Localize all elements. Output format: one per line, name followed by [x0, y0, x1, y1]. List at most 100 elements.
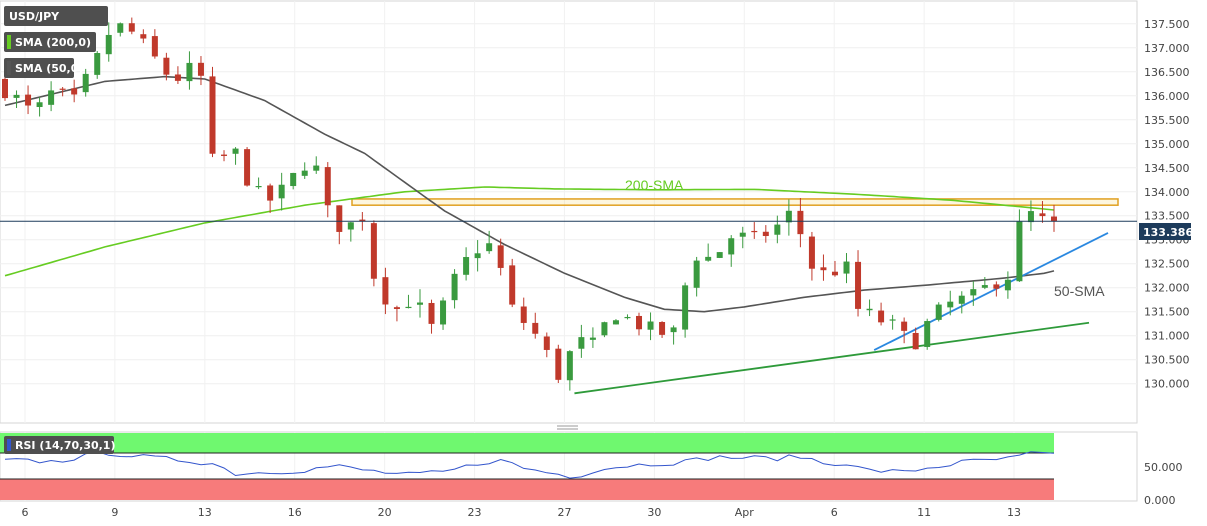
candle-body [543, 336, 550, 350]
candle-body [267, 185, 274, 201]
candle-body [347, 222, 354, 230]
candle-body [1004, 279, 1011, 291]
candle-body [94, 53, 101, 75]
candle-body [843, 261, 850, 274]
main-panel: 137.500 137.000 136.500 136.000 135.500 135.0… [0, 0, 1193, 424]
price-tick-label: 137.000 [1144, 42, 1190, 55]
price-tick-label: 130.500 [1144, 354, 1190, 367]
short-uptrend-line [873, 232, 1109, 351]
sma-200-annotation: 200-SMA [625, 177, 684, 193]
candle-body [301, 170, 308, 176]
candle-body [25, 94, 32, 106]
rsi-tick-label: 0.000 [1144, 494, 1176, 507]
trend-lines [574, 232, 1109, 395]
candle-body [659, 321, 666, 335]
candle-body [1051, 216, 1057, 222]
sma-50-label: SMA (50,0) [15, 62, 83, 75]
last-price-value: 133.386 [1143, 226, 1193, 239]
instrument-label: USD/JPY [9, 10, 60, 23]
candle-body [278, 184, 285, 199]
candle-body [186, 62, 193, 82]
candle-body [313, 165, 320, 171]
candle-body [1016, 221, 1023, 282]
candle-body [647, 321, 654, 330]
candle-body [589, 337, 596, 340]
price-tick-label: 131.000 [1144, 330, 1190, 343]
time-tick-label: 27 [557, 506, 571, 519]
candle-body [48, 90, 55, 105]
candle-body [451, 273, 458, 301]
resistance-box [351, 198, 1119, 206]
candle-body [221, 154, 228, 156]
candle-body [13, 94, 20, 98]
last-price-badge: 133.386 [1139, 223, 1193, 240]
sma-50-badge[interactable]: SMA (50,0) [4, 58, 83, 78]
time-tick-label: Apr [735, 506, 755, 519]
candle-body [497, 245, 504, 268]
candle-body [958, 295, 965, 304]
candle-body [2, 78, 8, 99]
rsi-badge[interactable]: RSI (14,70,30,1) [4, 436, 115, 454]
candle-body [808, 236, 815, 269]
price-tick-label: 136.000 [1144, 90, 1190, 103]
price-tick-label: 130.000 [1144, 378, 1190, 391]
price-tick-label: 131.500 [1144, 306, 1190, 319]
candle-body [705, 256, 712, 261]
candle-body [797, 210, 804, 235]
candle-body [244, 149, 251, 186]
candle-body [935, 304, 942, 320]
candle-body [474, 253, 481, 259]
price-tick-label: 134.000 [1144, 186, 1190, 199]
candle-body [336, 205, 343, 232]
candle-body [981, 285, 988, 288]
candle-body [947, 301, 954, 308]
candle-body [912, 332, 919, 350]
sma-200-badge[interactable]: SMA (200,0) [4, 32, 96, 52]
price-tick-label: 134.500 [1144, 162, 1190, 175]
candle-body [682, 285, 689, 330]
time-axis: 6 9 13 16 20 23 27 30 Apr 6 11 13 [21, 506, 1021, 519]
sma-50-annotation: 50-SMA [1054, 283, 1105, 299]
candle-body [578, 337, 585, 349]
candle-body [716, 252, 723, 258]
rsi-tick-label: 50.000 [1144, 461, 1183, 474]
candle-body [728, 238, 735, 255]
instrument-badge[interactable]: USD/JPY [4, 6, 108, 26]
candle-body [636, 315, 643, 330]
time-tick-label: 23 [468, 506, 482, 519]
price-tick-label: 135.000 [1144, 138, 1190, 151]
candle-body [197, 62, 204, 76]
rsi-panel: RSI (14,70,30,1) 50.000 0.000 [0, 431, 1183, 507]
price-tick-label: 133.500 [1144, 210, 1190, 223]
candle-body [555, 348, 562, 380]
sma-200-line [4, 186, 1055, 277]
candle-body [440, 300, 447, 325]
candle-body [820, 267, 827, 271]
candle-body [1027, 211, 1034, 223]
candle-body [831, 271, 838, 276]
time-tick-label: 16 [288, 506, 302, 519]
candlesticks [2, 17, 1057, 391]
sma-200-label: SMA (200,0) [15, 36, 91, 49]
candle-body [209, 76, 216, 154]
candle-body [924, 321, 931, 347]
panel-resize-handle[interactable] [557, 425, 578, 430]
time-tick-label: 20 [378, 506, 392, 519]
candle-body [36, 102, 43, 108]
resistance-zone [351, 198, 1119, 206]
candle-body [532, 322, 539, 334]
candle-body [255, 186, 262, 188]
time-tick-label: 9 [111, 506, 118, 519]
candle-body [670, 327, 677, 333]
price-tick-label: 132.500 [1144, 258, 1190, 271]
candle-body [140, 34, 147, 39]
candle-body [785, 210, 792, 223]
candle-body [82, 73, 89, 93]
candle-body [855, 261, 862, 309]
candle-body [901, 321, 908, 331]
time-tick-label: 13 [198, 506, 212, 519]
candle-body [889, 319, 896, 321]
price-tick-label: 136.500 [1144, 66, 1190, 79]
time-tick-label: 6 [21, 506, 28, 519]
